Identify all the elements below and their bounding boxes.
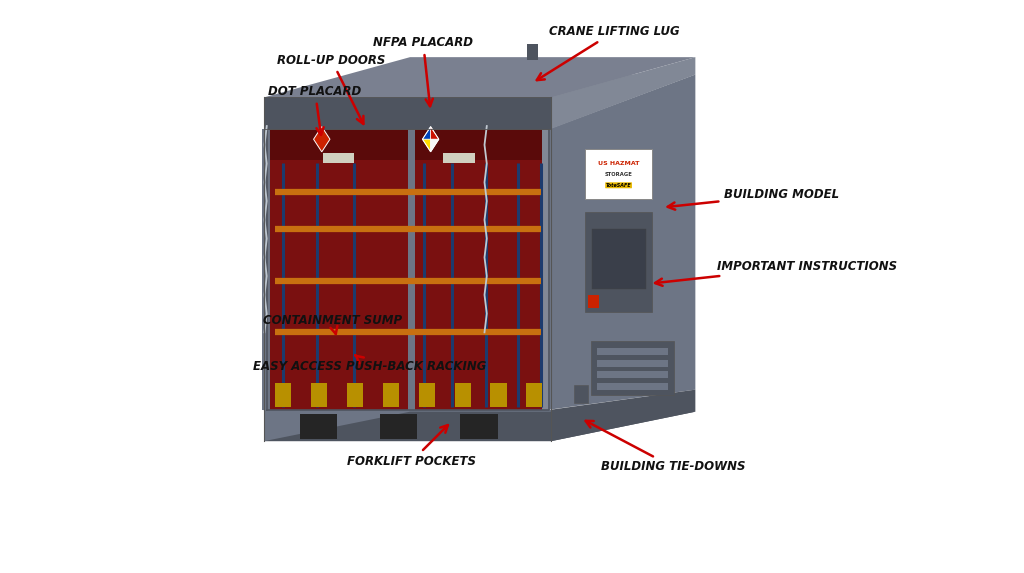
Polygon shape (431, 127, 439, 139)
Text: NFPA PLACARD: NFPA PLACARD (373, 37, 473, 106)
Polygon shape (423, 127, 431, 139)
Bar (347, 383, 364, 407)
Bar (526, 383, 543, 407)
Bar (323, 153, 354, 163)
Polygon shape (551, 390, 695, 441)
Bar (585, 149, 652, 199)
Polygon shape (264, 411, 695, 441)
Bar (300, 414, 337, 439)
Bar (455, 383, 471, 407)
Text: EASY ACCESS PUSH-BACK RACKING: EASY ACCESS PUSH-BACK RACKING (253, 355, 486, 373)
Text: STORAGE: STORAGE (604, 172, 633, 176)
Bar (597, 383, 669, 390)
Text: US HAZMAT: US HAZMAT (598, 160, 639, 166)
Bar (461, 414, 498, 439)
Polygon shape (431, 139, 439, 152)
Text: IMPORTANT INSTRUCTIONS: IMPORTANT INSTRUCTIONS (655, 260, 897, 286)
Bar (592, 229, 645, 289)
Bar (527, 44, 538, 60)
Bar (275, 383, 292, 407)
Bar (588, 295, 598, 308)
Bar (267, 129, 549, 160)
Bar (585, 212, 652, 312)
Text: BUILDING TIE-DOWNS: BUILDING TIE-DOWNS (586, 421, 745, 473)
Bar (262, 129, 270, 410)
Polygon shape (551, 57, 695, 129)
Bar (408, 129, 415, 410)
Polygon shape (313, 127, 330, 152)
Polygon shape (423, 139, 431, 152)
Text: ToteSAFE: ToteSAFE (606, 183, 632, 188)
Bar (597, 360, 669, 367)
Text: CRANE LIFTING LUG: CRANE LIFTING LUG (537, 25, 680, 80)
Text: CONTAINMENT SUMP: CONTAINMENT SUMP (263, 315, 401, 334)
Text: FORKLIFT POCKETS: FORKLIFT POCKETS (347, 425, 476, 468)
Text: ROLL-UP DOORS: ROLL-UP DOORS (278, 54, 386, 124)
Polygon shape (264, 57, 695, 97)
Polygon shape (549, 74, 695, 410)
Text: BUILDING MODEL: BUILDING MODEL (668, 189, 839, 210)
Bar (573, 385, 588, 402)
Bar (443, 153, 475, 163)
Bar (543, 129, 550, 410)
Bar (380, 414, 418, 439)
Polygon shape (267, 74, 695, 129)
Bar (597, 371, 669, 378)
Polygon shape (267, 129, 549, 410)
Polygon shape (264, 410, 551, 441)
Text: DOT PLACARD: DOT PLACARD (268, 85, 361, 135)
Bar (490, 383, 507, 407)
Bar (311, 383, 328, 407)
Polygon shape (264, 97, 551, 129)
Bar (597, 348, 669, 355)
Bar (591, 341, 674, 395)
Bar (383, 383, 399, 407)
Bar (419, 383, 435, 407)
